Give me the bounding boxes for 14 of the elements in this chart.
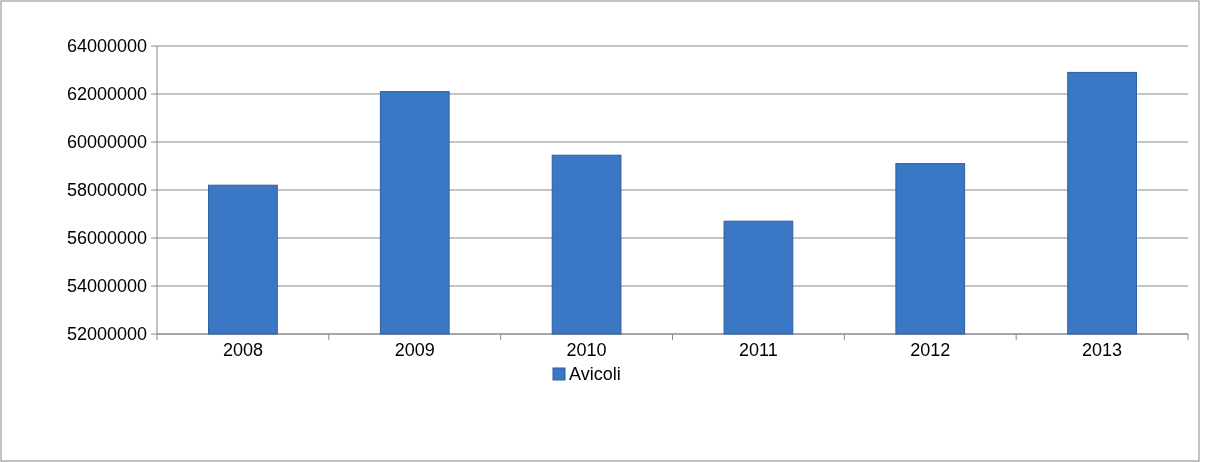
y-tick-label: 54000000 <box>66 276 147 297</box>
x-tick-label: 2009 <box>394 340 435 361</box>
y-tick-label: 52000000 <box>66 324 147 345</box>
x-tick-label: 2008 <box>222 340 263 361</box>
x-tick-label: 2011 <box>739 340 778 361</box>
y-tick-label: 58000000 <box>66 180 147 201</box>
y-tick-label: 64000000 <box>66 36 147 57</box>
y-tick-label: 62000000 <box>66 84 147 105</box>
y-tick-label: 60000000 <box>66 132 147 153</box>
x-tick-label: 2013 <box>1082 340 1123 361</box>
x-tick-label: 2010 <box>566 340 607 361</box>
legend-label: Avicoli <box>569 364 621 385</box>
y-tick-label: 56000000 <box>66 228 147 249</box>
x-tick-label: 2012 <box>910 340 951 361</box>
